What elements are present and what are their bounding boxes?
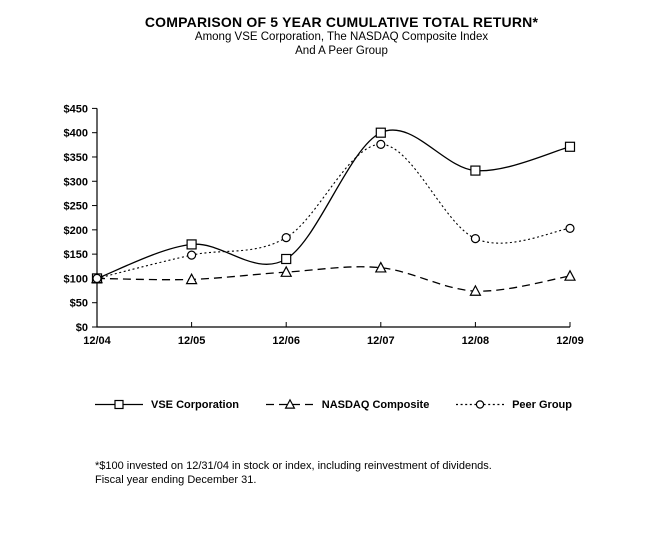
y-tick-label: $400 (64, 128, 88, 140)
title-block: COMPARISON OF 5 YEAR CUMULATIVE TOTAL RE… (30, 13, 653, 58)
footnote-block: *$100 invested on 12/31/04 in stock or i… (95, 459, 492, 487)
legend-sample-dashed-triangle-icon (265, 398, 314, 409)
x-tick-label: 12/09 (556, 335, 584, 347)
x-tick-label: 12/08 (462, 335, 490, 347)
chart-title: COMPARISON OF 5 YEAR CUMULATIVE TOTAL RE… (144, 14, 539, 30)
circle-marker (565, 223, 575, 233)
series-nasdaq-composite (91, 261, 576, 296)
triangle-marker-icon (284, 398, 296, 409)
triangle-marker (564, 269, 576, 281)
legend-label-vse-corporation: VSE Corporation (151, 398, 240, 411)
x-tick-label: 12/06 (272, 335, 300, 347)
chart-subtitle-line2: And A Peer Group (295, 44, 388, 57)
y-tick-label: $250 (64, 201, 88, 213)
legend-item-vse-corporation: VSE Corporation (95, 398, 239, 411)
x-tick-label: 12/07 (367, 335, 395, 347)
chart-subtitle-line1: Among VSE Corporation, The NASDAQ Compos… (194, 31, 489, 43)
chart-legend: VSE Corporation NASDAQ Composite Peer Gr… (95, 398, 572, 411)
footnote-line2: Fiscal year ending December 31. (95, 474, 257, 486)
circle-marker (92, 273, 102, 284)
y-tick-label: $50 (70, 298, 88, 310)
circle-marker (281, 233, 291, 243)
square-marker (186, 239, 197, 250)
x-tick-label: 12/04 (83, 335, 111, 347)
y-tick-label: $150 (64, 249, 88, 261)
series-peer-group (92, 139, 575, 284)
series-vse-corporation (91, 127, 576, 284)
triangle-marker (185, 272, 198, 285)
axis-lines (96, 108, 570, 328)
square-marker-icon (114, 399, 124, 410)
y-tick-label: $350 (64, 152, 88, 164)
circle-marker (470, 233, 480, 244)
y-tick-label: $0 (76, 322, 88, 334)
legend-label-nasdaq-composite: NASDAQ Composite (321, 398, 430, 411)
square-marker (470, 165, 481, 176)
legend-item-peer-group: Peer Group (456, 398, 572, 411)
legend-label-peer-group: Peer Group (512, 398, 572, 411)
legend-item-nasdaq-composite: NASDAQ Composite (265, 398, 430, 411)
y-tick-label: $100 (64, 273, 88, 285)
y-tick-label: $200 (64, 225, 88, 237)
series-line (96, 129, 571, 280)
y-tick-label: $300 (64, 176, 88, 188)
series-line (96, 143, 571, 279)
legend-sample-dotted-circle-icon (456, 400, 505, 409)
x-tick-label: 12/05 (178, 335, 206, 347)
circle-marker (376, 139, 386, 149)
y-tick-label: $450 (64, 103, 88, 115)
square-marker (281, 253, 292, 265)
square-marker (375, 127, 386, 138)
axes (96, 108, 570, 328)
series-line (96, 266, 571, 292)
triangle-marker (469, 284, 482, 296)
legend-sample-solid-square-icon (95, 399, 143, 410)
triangle-marker (280, 265, 293, 277)
footnote-line1: *$100 invested on 12/31/04 in stock or i… (95, 460, 492, 472)
tick-labels: $0 $50 $100 $150 $200 $250 $300 $350 $400 $450 12/… (64, 103, 584, 347)
square-marker (564, 141, 576, 152)
triangle-marker (374, 261, 387, 273)
circle-marker-icon (475, 400, 485, 409)
tick-marks (92, 107, 571, 328)
circle-marker (187, 250, 197, 260)
